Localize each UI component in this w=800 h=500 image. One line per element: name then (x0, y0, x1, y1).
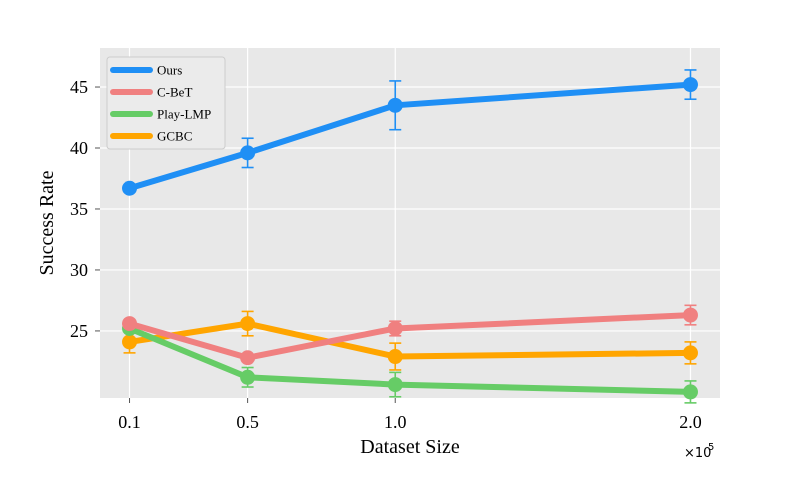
x-axis-multiplier-exponent: 5 (708, 442, 714, 453)
y-tick-label: 40 (70, 138, 88, 158)
data-point (682, 345, 698, 361)
data-point (387, 349, 403, 365)
data-point (122, 180, 138, 196)
legend-label: Play-LMP (157, 107, 211, 122)
x-tick-label: 0.5 (236, 412, 259, 432)
legend: Ours C-BeT Play-LMP GCBC (106, 56, 226, 150)
x-tick-label: 2.0 (679, 412, 702, 432)
data-point (682, 77, 698, 93)
data-point (387, 320, 403, 336)
x-tick-label: 0.1 (118, 412, 141, 432)
legend-label: GCBC (157, 129, 192, 144)
data-point (240, 369, 256, 385)
x-tick-label: 1.0 (384, 412, 407, 432)
y-tick-label: 35 (70, 199, 88, 219)
data-point (387, 97, 403, 113)
y-axis-label: Success Rate (36, 170, 58, 275)
x-axis-label: Dataset Size (360, 436, 460, 458)
series-line (126, 81, 694, 192)
x-tick-labels: 0.1 0.5 1.0 2.0 (118, 412, 701, 432)
data-point (387, 377, 403, 393)
y-tick-label: 30 (70, 260, 88, 280)
series-ours (122, 69, 698, 196)
data-point (122, 334, 138, 350)
series-line (126, 325, 694, 395)
y-tick-label: 25 (70, 321, 88, 341)
series-c-bet (122, 304, 698, 366)
series-play-lmp (122, 320, 698, 404)
legend-label: Ours (157, 63, 182, 78)
data-point (240, 145, 256, 161)
legend-box (106, 56, 226, 150)
data-point (240, 350, 256, 366)
legend-label: C-BeT (157, 85, 192, 100)
data-point (240, 316, 256, 332)
series-layer (122, 69, 698, 404)
data-point (682, 384, 698, 400)
data-point (682, 307, 698, 323)
y-tick-label: 45 (70, 77, 88, 97)
data-point (122, 316, 138, 332)
series-line (126, 312, 694, 361)
y-tick-labels: 25 30 35 40 45 (70, 77, 88, 341)
x-axis-multiplier: ×10 (684, 446, 711, 461)
